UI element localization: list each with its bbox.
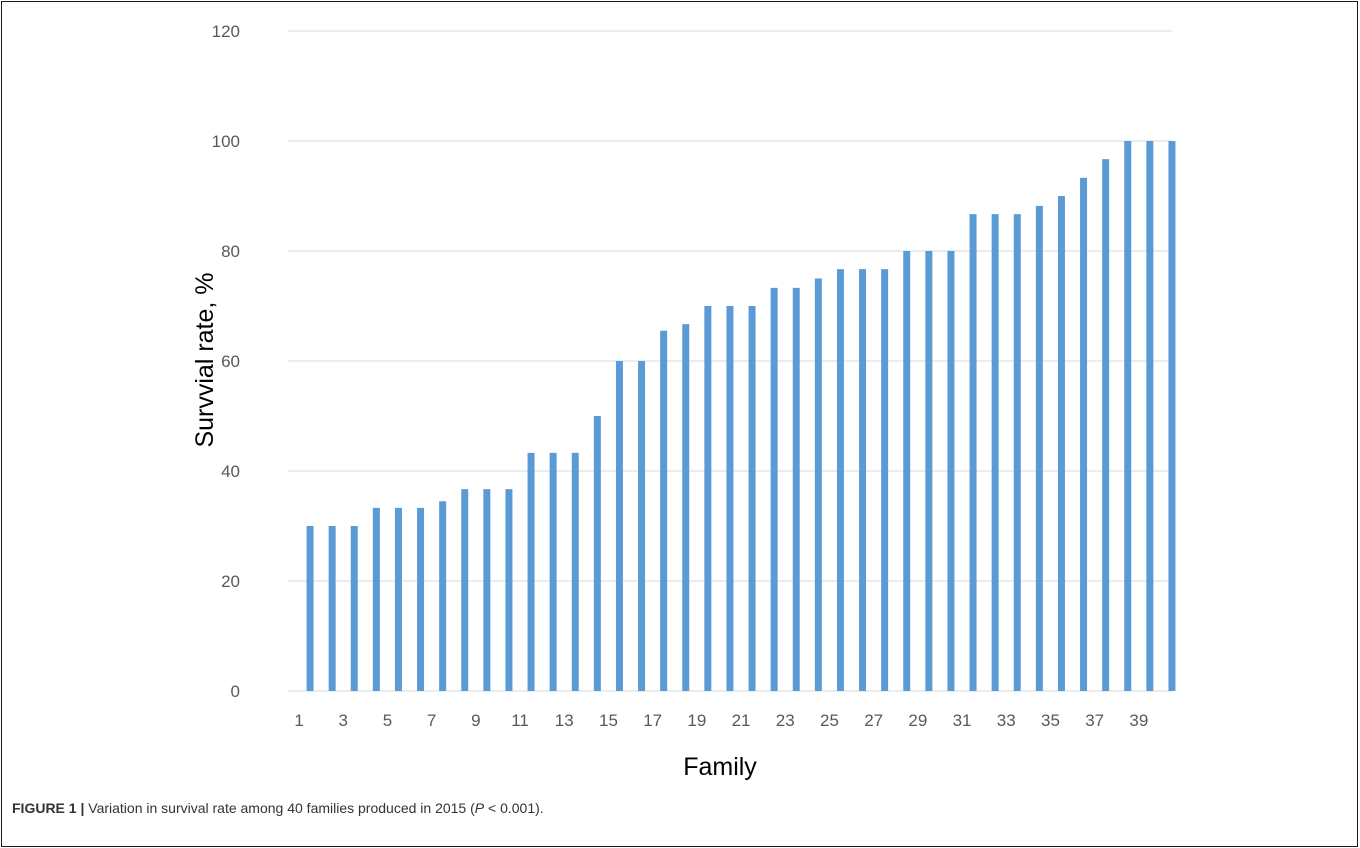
- bar: [328, 526, 336, 691]
- bar: [527, 452, 535, 691]
- bar: [682, 324, 690, 691]
- x-tick-label: 1: [294, 711, 303, 730]
- bar: [549, 452, 557, 691]
- bar: [814, 278, 822, 691]
- figure-caption: FIGURE 1 | Variation in survival rate am…: [12, 800, 544, 816]
- bar: [859, 269, 867, 691]
- y-tick-labels: 0 20 40 60 80 100 120: [212, 22, 240, 701]
- x-tick-label: 25: [820, 711, 839, 730]
- y-tick-label: 20: [221, 572, 240, 591]
- bar: [925, 251, 933, 691]
- bar: [903, 251, 911, 691]
- bar: [726, 306, 734, 691]
- bar: [1080, 177, 1088, 692]
- y-tick-label: 80: [221, 242, 240, 261]
- x-tick-label: 19: [687, 711, 706, 730]
- caption-text-end: < 0.001).: [484, 800, 544, 816]
- y-tick-label: 100: [212, 132, 240, 151]
- x-tick-label: 27: [864, 711, 883, 730]
- x-tick-label: 33: [997, 711, 1016, 730]
- x-tick-label: 17: [643, 711, 662, 730]
- bar: [593, 416, 601, 691]
- bar: [660, 330, 668, 691]
- x-tick-label: 35: [1041, 711, 1060, 730]
- x-tick-label: 3: [339, 711, 348, 730]
- bar: [770, 287, 778, 691]
- bars: [306, 141, 1176, 692]
- bar: [571, 452, 579, 691]
- bar: [792, 287, 800, 691]
- bar: [947, 251, 955, 691]
- x-axis-title: Family: [683, 753, 757, 781]
- grid-lines: [288, 30, 1172, 692]
- bar: [306, 526, 314, 691]
- x-tick-label: 7: [427, 711, 436, 730]
- x-tick-labels: 1 3 5 7 9 11 13 15 17 19 21 23 25 27 29 31 33 35 37 39: [294, 711, 1148, 730]
- y-tick-label: 40: [221, 462, 240, 481]
- x-tick-label: 23: [776, 711, 795, 730]
- bar: [1124, 141, 1132, 691]
- bar: [372, 507, 380, 691]
- bar: [1035, 205, 1043, 691]
- bar: [969, 214, 977, 691]
- x-tick-label: 13: [555, 711, 574, 730]
- bar: [483, 489, 491, 691]
- x-tick-label: 9: [471, 711, 480, 730]
- x-tick-label: 21: [732, 711, 751, 730]
- bar: [505, 489, 513, 691]
- y-tick-label: 60: [221, 352, 240, 371]
- x-tick-label: 11: [511, 711, 529, 730]
- bar: [439, 501, 447, 691]
- x-tick-label: 5: [383, 711, 392, 730]
- caption-text: Variation in survival rate among 40 fami…: [84, 800, 475, 816]
- bar: [836, 269, 844, 691]
- bar: [615, 361, 623, 691]
- y-tick-label: 0: [231, 682, 240, 701]
- bar: [1146, 141, 1154, 691]
- bar: [638, 361, 646, 691]
- y-tick-label: 120: [212, 22, 240, 41]
- x-tick-label: 39: [1129, 711, 1148, 730]
- bar: [417, 507, 425, 691]
- bar: [748, 306, 756, 691]
- caption-label: FIGURE 1 |: [12, 800, 85, 816]
- bar: [1013, 214, 1021, 691]
- bar: [394, 507, 402, 691]
- x-tick-label: 37: [1085, 711, 1104, 730]
- x-tick-label: 31: [953, 711, 972, 730]
- bar: [1057, 196, 1065, 691]
- bar: [350, 526, 358, 691]
- y-axis-title: Survvial rate, %: [191, 272, 219, 447]
- bar: [1168, 141, 1176, 691]
- bar: [881, 269, 889, 691]
- caption-p-symbol: P: [474, 800, 485, 816]
- bar: [704, 306, 712, 691]
- bar: [991, 214, 999, 691]
- bar: [1102, 159, 1110, 691]
- bar: [461, 489, 469, 691]
- x-tick-label: 15: [599, 711, 618, 730]
- x-tick-label: 29: [908, 711, 927, 730]
